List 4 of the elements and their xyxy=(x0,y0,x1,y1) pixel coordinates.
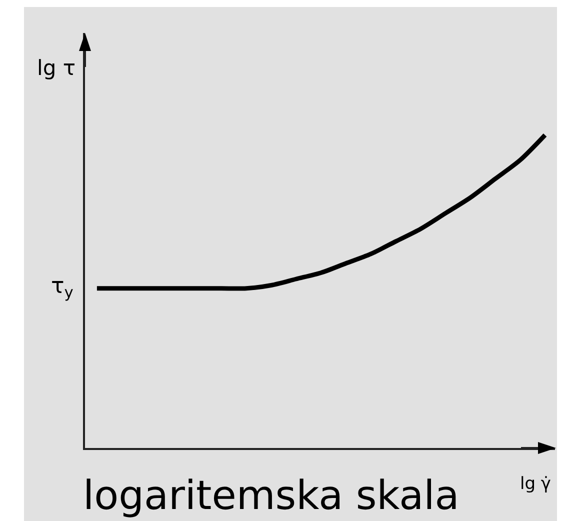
text: logaritemska skala xyxy=(83,473,460,519)
y-axis-title: lg τ xyxy=(37,56,76,80)
text: τ$_{y}$ xyxy=(51,274,74,302)
x-axis-title: lg γ̇ xyxy=(520,474,551,494)
